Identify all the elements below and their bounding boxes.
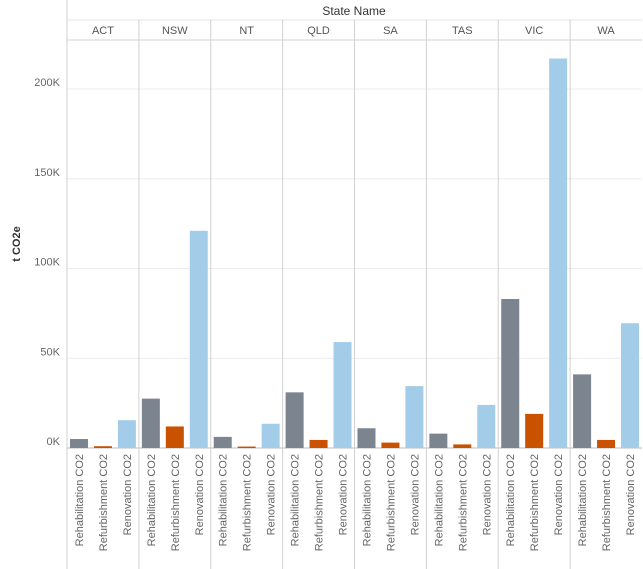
x-category-label: Renovation CO2 [122, 454, 134, 535]
bar-act-rehabilitation[interactable] [69, 439, 88, 448]
bar-qld-refurbishment[interactable] [309, 439, 328, 448]
group-header-vic: VIC [525, 25, 543, 37]
x-category-label: Renovation CO2 [338, 454, 350, 535]
bar-wa-rehabilitation[interactable] [573, 374, 592, 448]
bar-act-renovation[interactable] [117, 420, 136, 448]
x-category-label: Renovation CO2 [625, 454, 637, 535]
bar-sa-refurbishment[interactable] [381, 442, 400, 448]
bar-vic-renovation[interactable] [549, 58, 568, 449]
x-category-label: Refurbishment CO2 [242, 454, 254, 551]
x-category-label: Renovation CO2 [266, 454, 278, 535]
y-tick-label: 0K [47, 436, 61, 448]
x-category-label: Renovation CO2 [553, 454, 565, 535]
x-category-label: Refurbishment CO2 [314, 454, 326, 551]
x-category-label: Refurbishment CO2 [529, 454, 541, 551]
x-category-label: Renovation CO2 [481, 454, 493, 535]
y-tick-label: 200K [34, 77, 60, 89]
x-category-label: Rehabilitation CO2 [146, 454, 158, 546]
bar-nt-refurbishment[interactable] [237, 446, 256, 448]
label-layer: State Name t CO2e 0K 50K 100K 150K 200K ACT Re… [11, 4, 637, 551]
x-category-label: Rehabilitation CO2 [218, 454, 230, 546]
bar-act-refurbishment[interactable] [93, 446, 112, 448]
group-header-tas: TAS [452, 25, 473, 37]
y-axis-label: t CO2e [11, 226, 23, 261]
group-header-qld: QLD [307, 25, 330, 37]
bar-vic-rehabilitation[interactable] [501, 299, 520, 448]
bar-nsw-refurbishment[interactable] [165, 426, 184, 448]
group-header-act: ACT [92, 25, 114, 37]
x-category-label: Renovation CO2 [194, 454, 206, 535]
bar-tas-renovation[interactable] [477, 404, 496, 448]
x-category-label: Rehabilitation CO2 [290, 454, 302, 546]
bar-sa-rehabilitation[interactable] [357, 428, 376, 448]
x-category-label: Rehabilitation CO2 [505, 454, 517, 546]
bar-qld-renovation[interactable] [333, 342, 352, 448]
x-category-label: Refurbishment CO2 [601, 454, 613, 551]
x-category-label: Refurbishment CO2 [457, 454, 469, 551]
y-tick-label: 150K [34, 167, 60, 179]
x-category-label: Refurbishment CO2 [170, 454, 182, 551]
bar-nsw-renovation[interactable] [189, 230, 208, 448]
bar-vic-refurbishment[interactable] [525, 413, 544, 448]
bar-nt-renovation[interactable] [261, 423, 280, 448]
bar-wa-refurbishment[interactable] [597, 439, 616, 448]
x-category-label: Rehabilitation CO2 [433, 454, 445, 546]
x-category-label: Rehabilitation CO2 [577, 454, 589, 546]
x-category-label: Rehabilitation CO2 [74, 454, 86, 546]
bar-tas-rehabilitation[interactable] [429, 433, 448, 448]
x-category-label: Refurbishment CO2 [98, 454, 110, 551]
bar-wa-renovation[interactable] [621, 323, 640, 448]
bar-nsw-rehabilitation[interactable] [141, 398, 160, 448]
group-header-wa: WA [597, 25, 615, 37]
bar-layer [69, 58, 640, 449]
bar-tas-refurbishment[interactable] [453, 444, 472, 448]
group-header-nsw: NSW [162, 25, 188, 37]
group-header-nt: NT [239, 25, 254, 37]
y-tick-label: 50K [40, 346, 60, 358]
y-tick-label: 100K [34, 257, 60, 269]
column-header: State Name [322, 4, 386, 18]
x-category-label: Renovation CO2 [409, 454, 421, 535]
bar-nt-rehabilitation[interactable] [213, 436, 232, 448]
bar-sa-renovation[interactable] [405, 386, 424, 448]
group-header-sa: SA [383, 25, 398, 37]
x-category-label: Rehabilitation CO2 [361, 454, 373, 546]
frame-layer [66, 0, 642, 569]
bar-qld-rehabilitation[interactable] [285, 392, 304, 448]
x-category-label: Refurbishment CO2 [385, 454, 397, 551]
